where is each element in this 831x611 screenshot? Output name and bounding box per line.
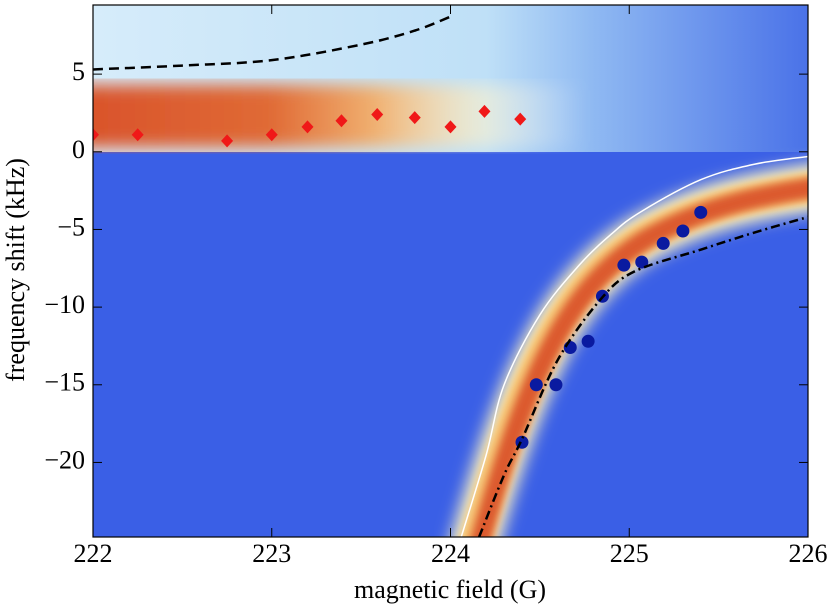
data-point [478, 104, 491, 118]
data-point [93, 128, 99, 142]
data-point [656, 236, 670, 250]
curve [477, 215, 808, 537]
curve [93, 15, 451, 71]
data-point [694, 205, 708, 219]
data-point [335, 114, 348, 128]
data-point [265, 128, 278, 142]
data-point [563, 340, 577, 354]
data-point [549, 378, 563, 392]
x-tick-label: 222 [74, 539, 113, 568]
y-tick-label: −20 [44, 445, 85, 474]
data-point [301, 120, 314, 134]
data-point [529, 378, 543, 392]
data-point [635, 255, 649, 269]
data-point [444, 120, 457, 134]
data-point [581, 334, 595, 348]
data-point [617, 258, 631, 272]
data-point [408, 111, 421, 125]
x-tick-label: 223 [252, 539, 291, 568]
x-tick-label: 225 [610, 539, 649, 568]
data-point [221, 134, 234, 148]
y-tick-label: −10 [44, 290, 85, 319]
y-tick-label: −15 [44, 368, 85, 397]
curve [460, 155, 808, 537]
y-tick-label: −5 [57, 212, 85, 241]
data-point [371, 108, 384, 122]
y-tick-label: 5 [72, 57, 85, 86]
x-tick-label: 226 [789, 539, 828, 568]
data-point [676, 224, 690, 238]
y-tick-label: 0 [72, 135, 85, 164]
x-axis-title: magnetic field (G) [354, 575, 546, 604]
heatmap [93, 5, 808, 537]
data-point [131, 128, 144, 142]
x-tick-label: 224 [431, 539, 470, 568]
y-axis-title: frequency shift (kHz) [1, 158, 30, 382]
data-point [514, 112, 527, 126]
